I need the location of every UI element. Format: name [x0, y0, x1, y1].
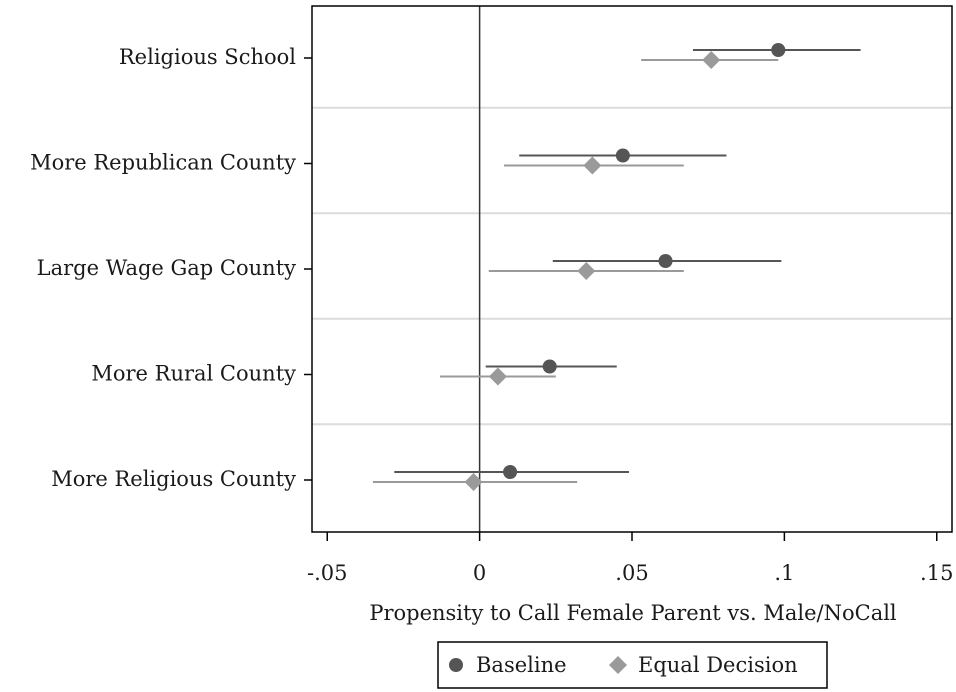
- point-estimate: [542, 359, 557, 374]
- point-estimate: [577, 262, 596, 280]
- point-estimate: [771, 43, 786, 57]
- category-label: More Religious County: [51, 467, 296, 491]
- legend-marker: [609, 656, 627, 674]
- point-estimate: [503, 465, 518, 479]
- point-estimate: [464, 473, 483, 491]
- point-estimate: [488, 367, 507, 386]
- x-tick-label: -.05: [307, 561, 348, 585]
- x-tick-label: 0: [473, 561, 486, 585]
- y-axis: Religious School More Republican County La…: [30, 45, 312, 491]
- point-estimate: [658, 254, 673, 268]
- category-separators: [312, 106, 952, 426]
- legend-box: [437, 641, 828, 689]
- x-tick-label: .1: [774, 561, 794, 585]
- point-estimate: [702, 51, 721, 69]
- x-tick-label: .15: [920, 561, 953, 585]
- point-estimates: [464, 43, 786, 491]
- category-label: More Rural County: [91, 362, 296, 386]
- legend-marker: [449, 658, 463, 672]
- legend-label: Baseline: [476, 653, 567, 677]
- legend: Baseline Equal Decision: [437, 641, 828, 689]
- x-axis-title: Propensity to Call Female Parent vs. Mal…: [369, 601, 897, 625]
- x-tick-label: .05: [615, 561, 648, 585]
- x-axis: -.05 0 .05 .1 .15: [307, 532, 953, 585]
- point-estimate: [615, 148, 630, 163]
- legend-label: Equal Decision: [638, 653, 798, 677]
- plot-background: [312, 6, 952, 532]
- category-label: Large Wage Gap County: [37, 256, 296, 280]
- point-estimate: [583, 156, 602, 175]
- category-label: Religious School: [119, 45, 296, 69]
- category-label: More Republican County: [30, 151, 296, 175]
